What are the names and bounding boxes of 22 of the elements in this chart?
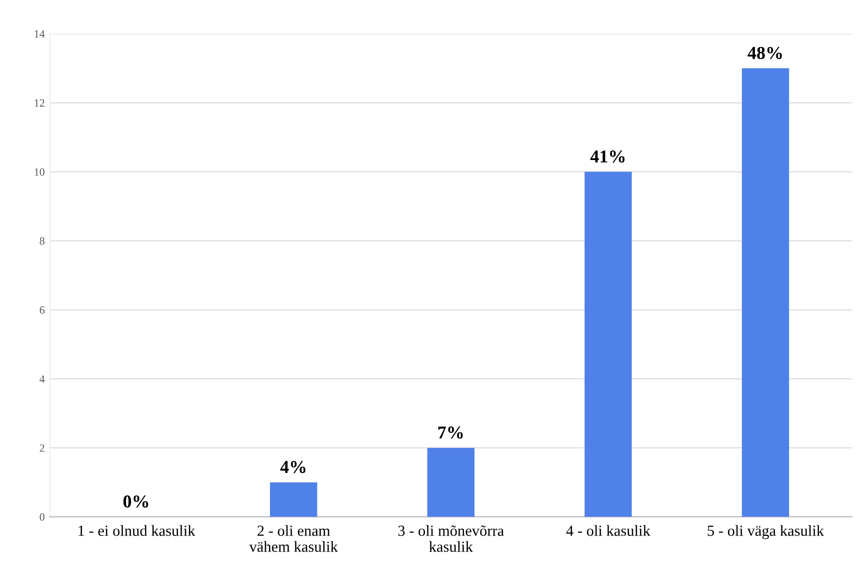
bar bbox=[427, 448, 474, 517]
y-tick-label: 6 bbox=[40, 306, 45, 314]
y-tick-label: 8 bbox=[40, 237, 44, 245]
y-tick-label: 14 bbox=[34, 30, 45, 38]
x-tick-label: 4 - oli kasulik bbox=[566, 525, 650, 536]
annotation: 0% bbox=[123, 495, 148, 508]
x-tick-label: 3 - oli mõnevõrra kasulik bbox=[398, 525, 504, 552]
y-tick-label: 0 bbox=[40, 513, 44, 521]
annotation: 41% bbox=[590, 150, 625, 163]
bar bbox=[742, 68, 790, 517]
annotation: 7% bbox=[438, 426, 463, 439]
y-tick-label: 4 bbox=[40, 375, 45, 383]
x-tick-label: 5 - oli väga kasulik bbox=[708, 525, 824, 540]
y-tick-label: 12 bbox=[34, 99, 44, 107]
x-tick-label: 1 - ei olnud kasulik bbox=[78, 525, 196, 536]
bar bbox=[584, 172, 632, 517]
bar bbox=[270, 482, 318, 517]
y-tick-label: 10 bbox=[34, 168, 44, 176]
annotation: 48% bbox=[748, 46, 782, 60]
x-tick-label: 2 - oli enam vähem kasulik bbox=[249, 525, 338, 552]
y-tick-label: 2 bbox=[40, 444, 44, 452]
annotation: 4% bbox=[280, 460, 306, 474]
